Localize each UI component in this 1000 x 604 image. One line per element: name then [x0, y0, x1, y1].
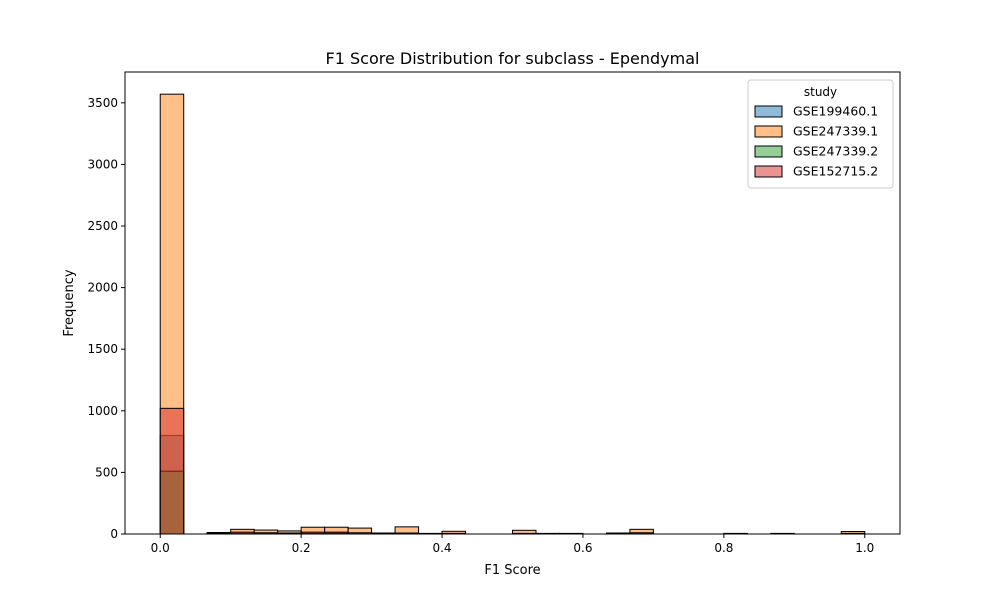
x-tick-label: 0.4 — [432, 541, 451, 555]
bar-GSE152715.2-bin-0 — [160, 408, 183, 534]
y-tick-label: 500 — [95, 465, 118, 479]
legend-swatch — [755, 166, 782, 177]
legend-label: GSE199460.1 — [793, 104, 878, 119]
legend-swatch — [755, 126, 782, 137]
x-tick-label: 0.6 — [573, 541, 592, 555]
x-tick-label: 0.0 — [151, 541, 170, 555]
legend-item: GSE199460.1 — [755, 104, 878, 119]
y-tick-label: 2500 — [87, 219, 118, 233]
legend-swatch — [755, 146, 782, 157]
y-axis-label: Frequency — [62, 269, 77, 336]
x-tick-label: 1.0 — [855, 541, 874, 555]
x-tick-label: 0.2 — [292, 541, 311, 555]
y-tick-label: 3000 — [87, 157, 118, 171]
y-tick-label: 1000 — [87, 404, 118, 418]
y-tick-label: 0 — [110, 527, 118, 541]
legend-swatch — [755, 106, 782, 117]
y-tick-label: 2000 — [87, 281, 118, 295]
legend-label: GSE247339.1 — [793, 124, 878, 139]
legend-item: GSE247339.1 — [755, 124, 878, 139]
x-axis-label: F1 Score — [484, 563, 540, 578]
y-tick-label: 1500 — [87, 342, 118, 356]
legend: study GSE199460.1 GSE247339.1 GSE247339.2 G… — [748, 80, 893, 188]
y-tick-label: 3500 — [87, 96, 118, 110]
chart-title: F1 Score Distribution for subclass - Epe… — [326, 49, 700, 68]
legend-item: GSE247339.2 — [755, 144, 878, 159]
legend-title: study — [804, 85, 837, 99]
legend-label: GSE152715.2 — [793, 164, 878, 179]
legend-label: GSE247339.2 — [793, 144, 878, 159]
legend-item: GSE152715.2 — [755, 164, 878, 179]
x-tick-label: 0.8 — [714, 541, 733, 555]
